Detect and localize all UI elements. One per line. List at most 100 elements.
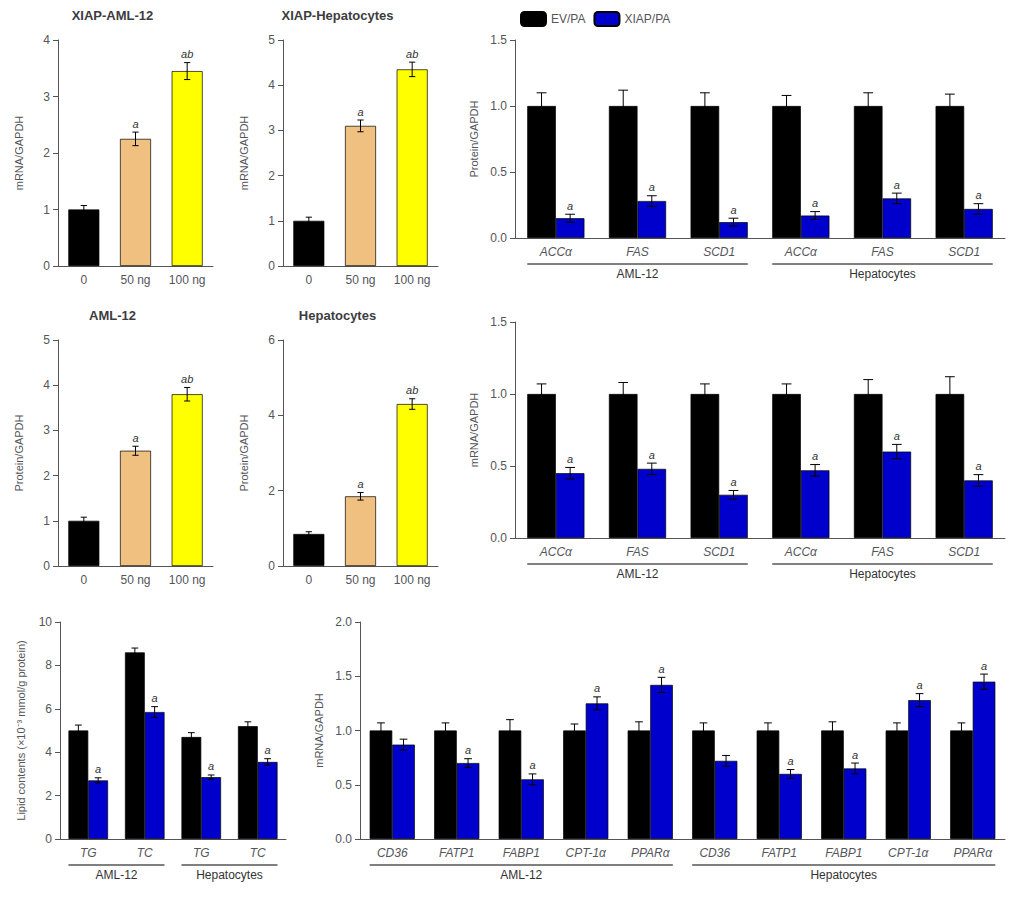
svg-text:a: a bbox=[649, 181, 655, 193]
svg-text:SCD1: SCD1 bbox=[948, 245, 980, 259]
svg-text:1.5: 1.5 bbox=[490, 315, 507, 329]
svg-text:10: 10 bbox=[39, 615, 53, 629]
svg-text:4: 4 bbox=[43, 33, 50, 47]
svg-text:a: a bbox=[357, 106, 363, 118]
svg-text:SCD1: SCD1 bbox=[703, 245, 735, 259]
svg-text:1: 1 bbox=[43, 514, 50, 528]
svg-text:1: 1 bbox=[43, 203, 50, 217]
svg-text:1.0: 1.0 bbox=[490, 387, 507, 401]
svg-text:1.5: 1.5 bbox=[335, 669, 352, 683]
svg-text:0: 0 bbox=[43, 259, 50, 273]
svg-text:4: 4 bbox=[268, 408, 275, 422]
svg-text:EV/PA: EV/PA bbox=[551, 12, 585, 26]
svg-text:6: 6 bbox=[268, 333, 275, 347]
svg-text:a: a bbox=[465, 744, 471, 756]
svg-text:Protein/GAPDH: Protein/GAPDH bbox=[468, 100, 480, 177]
svg-text:a: a bbox=[730, 476, 736, 488]
svg-text:FAS: FAS bbox=[626, 245, 648, 259]
svg-text:Lipid contents (×10⁻³ mmol/g p: Lipid contents (×10⁻³ mmol/g protein) bbox=[15, 640, 27, 820]
svg-text:ACCα: ACCα bbox=[539, 545, 573, 559]
svg-text:a: a bbox=[975, 189, 981, 201]
svg-text:TC: TC bbox=[250, 846, 266, 860]
svg-text:5: 5 bbox=[268, 33, 275, 47]
svg-text:a: a bbox=[730, 204, 736, 216]
svg-text:PPARα: PPARα bbox=[953, 846, 993, 860]
svg-text:0.5: 0.5 bbox=[335, 778, 352, 792]
svg-text:a: a bbox=[95, 763, 101, 775]
svg-text:ab: ab bbox=[406, 48, 418, 60]
svg-text:1.5: 1.5 bbox=[490, 33, 507, 47]
svg-text:2: 2 bbox=[43, 146, 50, 160]
svg-text:2: 2 bbox=[43, 469, 50, 483]
svg-text:4: 4 bbox=[45, 745, 52, 759]
svg-text:5: 5 bbox=[43, 333, 50, 347]
svg-text:mRNA/GAPDH: mRNA/GAPDH bbox=[468, 393, 480, 468]
svg-text:a: a bbox=[132, 432, 138, 444]
svg-text:100 ng: 100 ng bbox=[169, 573, 206, 587]
svg-text:100 ng: 100 ng bbox=[394, 273, 431, 287]
svg-text:a: a bbox=[132, 118, 138, 130]
svg-text:TC: TC bbox=[137, 846, 153, 860]
svg-text:0.0: 0.0 bbox=[335, 832, 352, 846]
svg-text:a: a bbox=[812, 450, 818, 462]
svg-text:0: 0 bbox=[43, 559, 50, 573]
svg-text:TG: TG bbox=[80, 846, 97, 860]
svg-text:3: 3 bbox=[43, 423, 50, 437]
svg-text:a: a bbox=[357, 478, 363, 490]
svg-text:2: 2 bbox=[268, 484, 275, 498]
svg-text:a: a bbox=[265, 744, 271, 756]
svg-text:50 ng: 50 ng bbox=[120, 573, 150, 587]
svg-text:50 ng: 50 ng bbox=[345, 573, 375, 587]
svg-text:0: 0 bbox=[305, 273, 312, 287]
svg-text:50 ng: 50 ng bbox=[345, 273, 375, 287]
svg-text:SCD1: SCD1 bbox=[703, 545, 735, 559]
svg-text:a: a bbox=[208, 760, 214, 772]
svg-text:FAS: FAS bbox=[626, 545, 648, 559]
svg-text:Hepatocytes: Hepatocytes bbox=[810, 868, 877, 882]
svg-text:a: a bbox=[567, 200, 573, 212]
svg-text:6: 6 bbox=[45, 702, 52, 716]
svg-text:XIAP-Hepatocytes: XIAP-Hepatocytes bbox=[282, 8, 394, 23]
svg-text:3: 3 bbox=[268, 123, 275, 137]
svg-text:a: a bbox=[787, 755, 793, 767]
svg-text:a: a bbox=[916, 679, 922, 691]
svg-text:a: a bbox=[975, 460, 981, 472]
svg-text:ACCα: ACCα bbox=[784, 545, 818, 559]
svg-text:50 ng: 50 ng bbox=[120, 273, 150, 287]
svg-text:CD36: CD36 bbox=[377, 846, 408, 860]
svg-text:a: a bbox=[649, 449, 655, 461]
svg-text:a: a bbox=[852, 749, 858, 761]
svg-text:0.0: 0.0 bbox=[490, 531, 507, 545]
svg-text:FATP1: FATP1 bbox=[439, 846, 475, 860]
svg-text:a: a bbox=[567, 453, 573, 465]
svg-text:0: 0 bbox=[80, 573, 87, 587]
svg-text:FABP1: FABP1 bbox=[503, 846, 540, 860]
svg-text:0: 0 bbox=[305, 573, 312, 587]
svg-text:AML-12: AML-12 bbox=[616, 567, 658, 581]
svg-text:3: 3 bbox=[43, 90, 50, 104]
svg-text:ab: ab bbox=[406, 384, 418, 396]
svg-text:CD36: CD36 bbox=[699, 846, 730, 860]
svg-text:mRNA/GAPDH: mRNA/GAPDH bbox=[13, 116, 25, 191]
svg-text:a: a bbox=[894, 179, 900, 191]
svg-text:a: a bbox=[658, 663, 664, 675]
svg-text:Hepatocytes: Hepatocytes bbox=[299, 308, 376, 323]
svg-text:1.0: 1.0 bbox=[490, 99, 507, 113]
svg-text:a: a bbox=[894, 430, 900, 442]
svg-text:FATP1: FATP1 bbox=[761, 846, 797, 860]
svg-text:PPARα: PPARα bbox=[631, 846, 671, 860]
svg-text:AML-12: AML-12 bbox=[89, 308, 136, 323]
svg-text:ACCα: ACCα bbox=[784, 245, 818, 259]
svg-text:XIAP/PA: XIAP/PA bbox=[624, 12, 670, 26]
svg-text:Protein/GAPDH: Protein/GAPDH bbox=[238, 414, 250, 491]
svg-text:Hepatocytes: Hepatocytes bbox=[196, 868, 263, 882]
svg-text:a: a bbox=[529, 759, 535, 771]
svg-text:AML-12: AML-12 bbox=[616, 267, 658, 281]
svg-text:100 ng: 100 ng bbox=[394, 573, 431, 587]
svg-text:a: a bbox=[594, 682, 600, 694]
svg-text:SCD1: SCD1 bbox=[948, 545, 980, 559]
svg-text:1.0: 1.0 bbox=[335, 724, 352, 738]
svg-text:0: 0 bbox=[268, 259, 275, 273]
svg-text:0.5: 0.5 bbox=[490, 459, 507, 473]
svg-text:2: 2 bbox=[268, 169, 275, 183]
